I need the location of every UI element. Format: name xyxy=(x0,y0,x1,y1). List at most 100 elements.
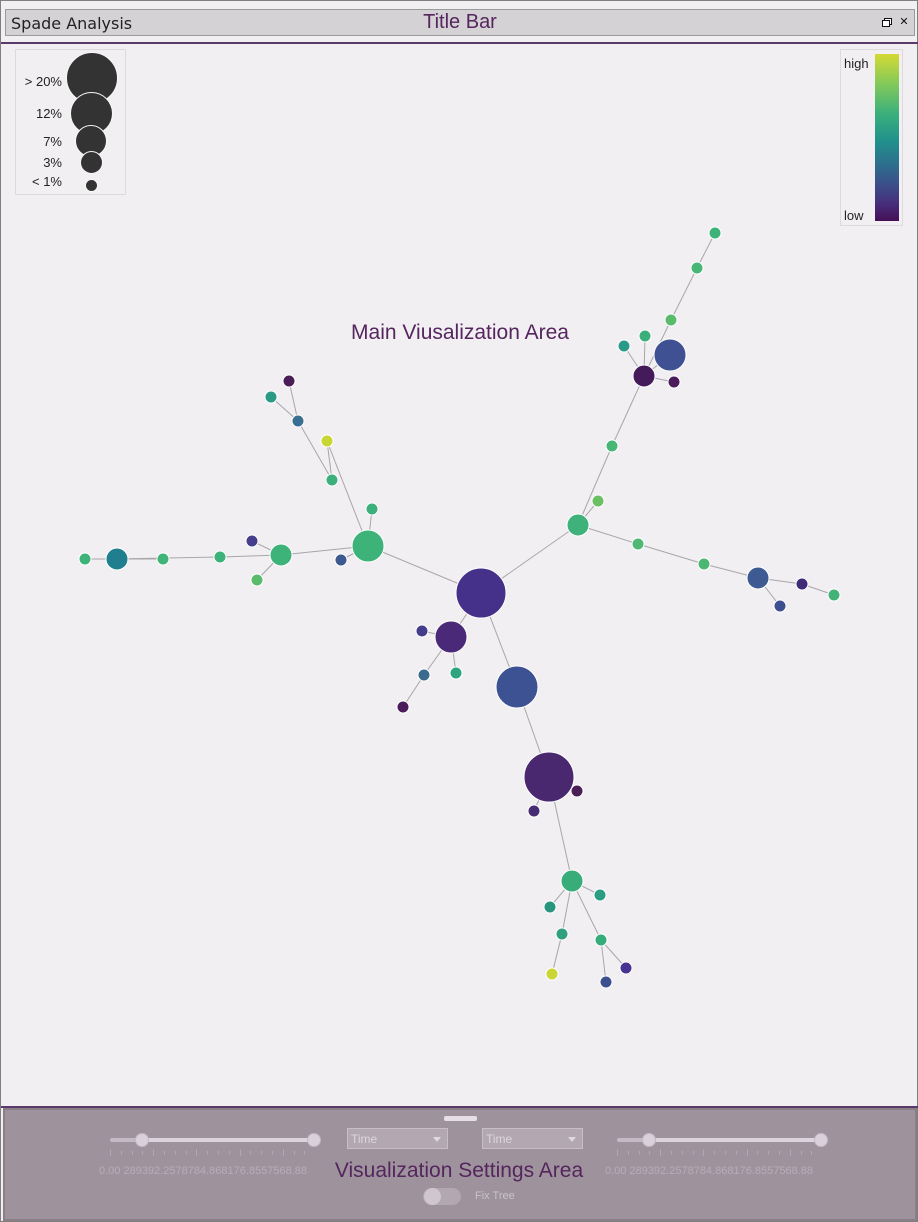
tree-node[interactable] xyxy=(291,414,305,428)
slider-tick xyxy=(714,1151,716,1155)
tree-node[interactable] xyxy=(213,550,227,564)
tree-node[interactable] xyxy=(245,534,259,548)
tree-node[interactable] xyxy=(417,668,431,682)
tree-edge xyxy=(611,375,645,447)
left-range-slider-min-thumb[interactable] xyxy=(135,1133,149,1147)
slider-tick xyxy=(638,1151,640,1155)
tree-node[interactable] xyxy=(617,339,631,353)
tree-node[interactable] xyxy=(78,552,92,566)
left-range-slider-fill xyxy=(142,1138,314,1142)
slider-tick xyxy=(671,1151,672,1155)
tree-node[interactable] xyxy=(269,543,293,567)
tree-visualization[interactable] xyxy=(1,44,918,1106)
slider-tick xyxy=(239,1149,241,1156)
slider-tick xyxy=(703,1149,705,1156)
color-legend: high low xyxy=(840,49,903,226)
slider-tick xyxy=(692,1151,694,1155)
tree-node[interactable] xyxy=(325,473,339,487)
tree-node[interactable] xyxy=(795,577,809,591)
tree-node[interactable] xyxy=(264,390,278,404)
tree-node[interactable] xyxy=(594,933,608,947)
tree-node[interactable] xyxy=(599,975,613,989)
tree-node[interactable] xyxy=(523,751,575,803)
select-2[interactable]: Time xyxy=(482,1128,583,1149)
chevron-down-icon xyxy=(568,1137,576,1142)
tree-node[interactable] xyxy=(690,261,704,275)
slider-tick xyxy=(627,1151,629,1155)
tree-node[interactable] xyxy=(415,624,429,638)
tree-node[interactable] xyxy=(827,588,841,602)
tree-node[interactable] xyxy=(545,967,559,981)
restore-icon[interactable] xyxy=(880,15,892,29)
tree-node[interactable] xyxy=(619,961,633,975)
tree-node[interactable] xyxy=(566,513,590,537)
color-legend-high-label: high xyxy=(844,56,869,71)
slider-tick xyxy=(207,1151,209,1155)
slider-tick xyxy=(261,1151,263,1155)
tree-edge xyxy=(326,440,369,547)
size-legend: > 20% 12% 7% 3% < 1% xyxy=(15,49,126,195)
tree-node[interactable] xyxy=(555,927,569,941)
tree-node[interactable] xyxy=(697,557,711,571)
bottom-divider xyxy=(1,1106,918,1108)
tree-node[interactable] xyxy=(320,434,334,448)
tree-node[interactable] xyxy=(455,567,507,619)
tree-node[interactable] xyxy=(527,804,541,818)
color-legend-gradient xyxy=(875,54,899,221)
tree-node[interactable] xyxy=(434,620,468,654)
size-legend-label: 7% xyxy=(43,134,62,149)
tree-node[interactable] xyxy=(105,547,129,571)
tree-node[interactable] xyxy=(591,494,605,508)
slider-tick xyxy=(164,1151,165,1155)
tree-node[interactable] xyxy=(543,900,557,914)
slider-tick xyxy=(196,1149,198,1156)
close-icon[interactable]: ✕ xyxy=(899,16,909,28)
tree-node[interactable] xyxy=(351,529,385,563)
size-legend-dot xyxy=(70,92,113,135)
slider-tick xyxy=(649,1151,651,1155)
slider-tick xyxy=(811,1151,813,1155)
slider-tick xyxy=(282,1149,284,1156)
tree-edge xyxy=(288,380,299,422)
slider-tick xyxy=(110,1149,111,1156)
slider-tick xyxy=(725,1151,726,1155)
left-range-slider-max-thumb[interactable] xyxy=(307,1133,321,1147)
tree-node[interactable] xyxy=(664,313,678,327)
size-legend-dot xyxy=(80,151,103,174)
tree-edge xyxy=(670,267,698,321)
tree-node[interactable] xyxy=(282,374,296,388)
tree-edge xyxy=(551,933,563,975)
tree-node[interactable] xyxy=(449,666,463,680)
tree-node[interactable] xyxy=(593,888,607,902)
tree-node[interactable] xyxy=(638,329,652,343)
slider-tick xyxy=(660,1149,662,1156)
tree-node[interactable] xyxy=(746,566,770,590)
tree-node[interactable] xyxy=(605,439,619,453)
fix-tree-toggle[interactable] xyxy=(423,1188,461,1205)
select-1[interactable]: Time xyxy=(347,1128,448,1149)
tree-node[interactable] xyxy=(156,552,170,566)
title-bar-label: Title Bar xyxy=(423,11,497,33)
tree-node[interactable] xyxy=(495,665,539,709)
tree-node[interactable] xyxy=(396,700,410,714)
size-legend-dot xyxy=(85,179,98,192)
slider-tick xyxy=(218,1151,219,1155)
tree-node[interactable] xyxy=(631,537,645,551)
tree-node[interactable] xyxy=(560,869,584,893)
tree-node[interactable] xyxy=(570,784,584,798)
settings-area xyxy=(3,1108,917,1221)
right-range-slider-fill xyxy=(649,1138,821,1142)
tree-node[interactable] xyxy=(334,553,348,567)
right-range-slider-min-thumb[interactable] xyxy=(642,1133,656,1147)
right-range-slider-max-thumb[interactable] xyxy=(814,1133,828,1147)
resize-grip[interactable] xyxy=(444,1116,477,1121)
tree-node[interactable] xyxy=(653,338,687,372)
tree-node[interactable] xyxy=(773,599,787,613)
slider-tick xyxy=(757,1151,759,1155)
tree-node[interactable] xyxy=(708,226,722,240)
tree-node[interactable] xyxy=(632,364,656,388)
tree-node[interactable] xyxy=(365,502,379,516)
slider-tick xyxy=(304,1151,306,1155)
tree-node[interactable] xyxy=(250,573,264,587)
tree-node[interactable] xyxy=(667,375,681,389)
